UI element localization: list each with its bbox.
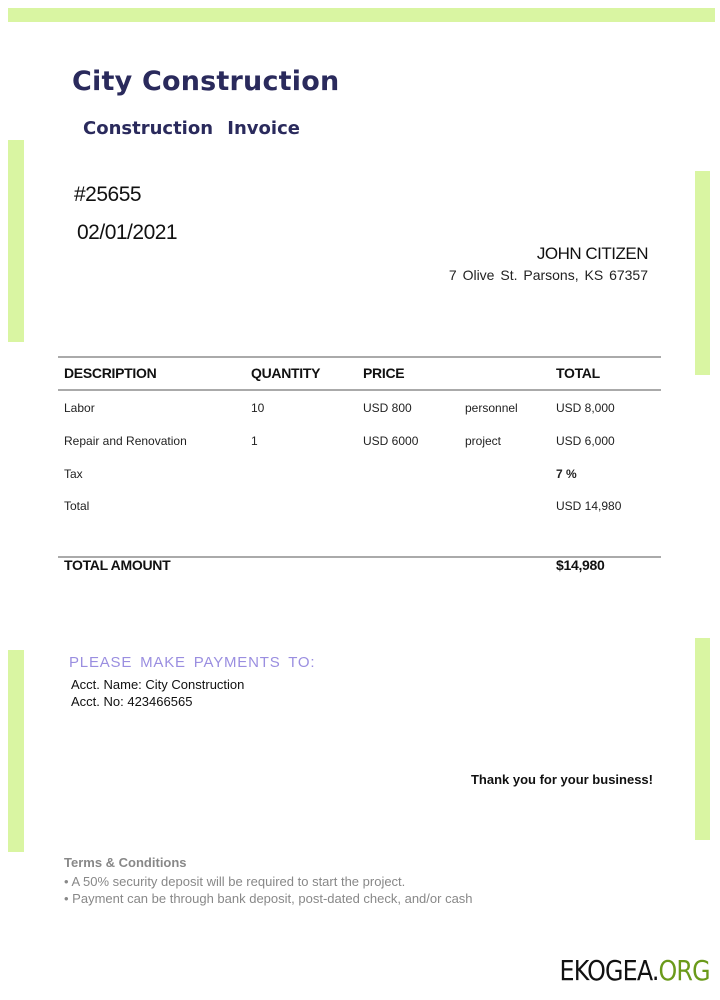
invoice-number: #25655	[74, 183, 142, 206]
cell-unit: project	[465, 434, 502, 448]
cell-price: USD 6000	[363, 434, 419, 448]
account-number: Acct. No: 423466565	[71, 694, 193, 709]
cell-quantity: 10	[251, 401, 265, 415]
header-price: PRICE	[363, 365, 405, 381]
cell-total: USD 6,000	[556, 434, 615, 448]
header-description: DESCRIPTION	[64, 365, 157, 381]
account-name: Acct. Name: City Construction	[71, 677, 245, 692]
left-accent-bar	[8, 140, 24, 342]
left-accent-bar-lower	[8, 650, 24, 852]
client-address: 7 Olive St. Parsons, KS 67357	[448, 267, 648, 283]
cell-total: USD 8,000	[556, 401, 615, 415]
cell-description: Total	[64, 499, 90, 513]
table-header-rule	[58, 389, 661, 391]
client-name: JOHN CITIZEN	[536, 244, 649, 263]
logo-text-org: ORG	[658, 954, 711, 987]
cell-unit: personnel	[465, 401, 518, 415]
cell-description: Repair and Renovation	[64, 434, 187, 448]
right-accent-bar	[695, 171, 710, 375]
cell-description: Tax	[64, 467, 83, 481]
right-accent-bar-lower	[695, 638, 710, 840]
invoice-date: 02/01/2021	[77, 221, 178, 244]
header-quantity: QUANTITY	[251, 365, 321, 381]
cell-quantity: 1	[251, 434, 258, 448]
watermark-logo: EKOGEA.ORG	[559, 954, 711, 987]
total-rule	[58, 556, 661, 558]
logo-text: EKOGEA.	[559, 954, 660, 987]
terms-item: • A 50% security deposit will be require…	[64, 874, 406, 889]
total-amount-value: $14,980	[556, 557, 605, 573]
table-top-rule	[58, 356, 661, 358]
thank-you-note: Thank you for your business!	[470, 772, 653, 787]
terms-item: • Payment can be through bank deposit, p…	[64, 891, 473, 906]
company-name: City Construction	[72, 66, 340, 97]
total-amount-label: TOTAL AMOUNT	[64, 557, 171, 573]
top-accent-bar	[8, 8, 715, 22]
cell-price: USD 800	[363, 401, 412, 415]
payment-heading: PLEASE MAKE PAYMENTS TO:	[69, 654, 316, 671]
cell-total: USD 14,980	[556, 499, 622, 513]
document-title: Construction Invoice	[83, 118, 300, 139]
terms-heading: Terms & Conditions	[64, 855, 187, 870]
header-total: TOTAL	[556, 365, 600, 381]
cell-total: 7 %	[556, 467, 577, 481]
cell-description: Labor	[64, 401, 95, 415]
